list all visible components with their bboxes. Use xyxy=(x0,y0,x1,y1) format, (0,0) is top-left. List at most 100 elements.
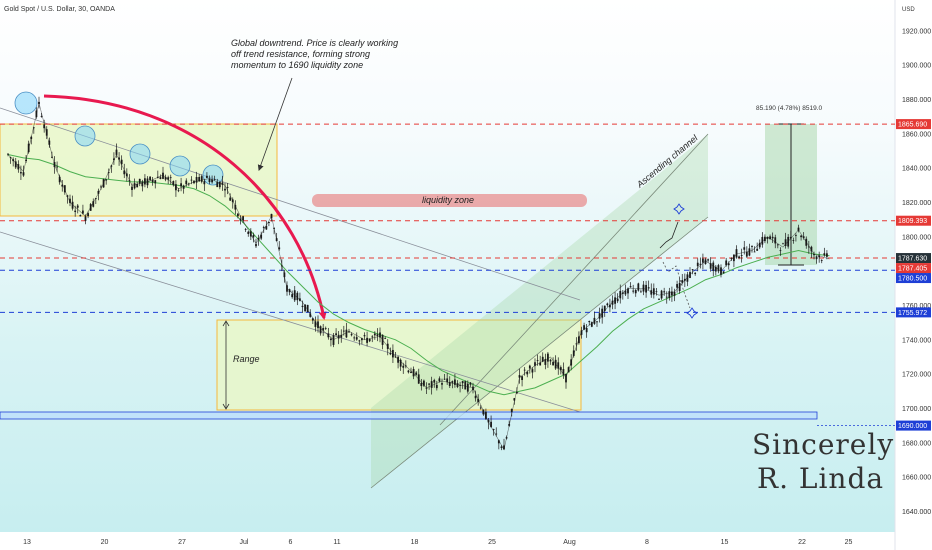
upper-zone xyxy=(0,123,278,217)
candle-body xyxy=(151,179,154,183)
candle-body xyxy=(497,440,500,444)
liquidity-1690-band xyxy=(0,411,818,420)
candle-body xyxy=(753,251,756,253)
candle-body xyxy=(637,283,640,291)
candle-body xyxy=(629,286,632,288)
candle-body xyxy=(528,365,531,369)
candle-body xyxy=(683,278,686,281)
x-tick-label: 20 xyxy=(101,539,109,546)
candle-body xyxy=(536,360,539,361)
candle-body xyxy=(609,304,611,308)
candle-body xyxy=(547,353,549,362)
chart-background xyxy=(0,0,895,532)
candle-body xyxy=(262,227,265,228)
global-note: Global downtrend. Price is clearly worki… xyxy=(231,38,398,70)
candle-body xyxy=(82,210,84,214)
candle-body xyxy=(7,153,9,155)
candle-body xyxy=(92,201,95,207)
x-tick-label: 15 xyxy=(721,539,729,546)
candle-body xyxy=(807,246,810,248)
candle-body xyxy=(441,383,443,385)
note-line: momentum to 1690 liquidity zone xyxy=(231,60,363,70)
candle-body xyxy=(314,321,317,327)
note-line: Global downtrend. Price is clearly worki… xyxy=(231,38,398,48)
candle-body xyxy=(430,381,433,388)
price-series xyxy=(7,96,830,451)
candle-body xyxy=(516,392,518,394)
candle-body xyxy=(658,299,660,300)
candle-body xyxy=(632,290,635,292)
candle-body xyxy=(645,284,647,293)
candle-body xyxy=(549,359,552,362)
candle-body xyxy=(278,247,281,250)
candle-body xyxy=(712,262,715,271)
candle-body xyxy=(399,359,402,367)
candle-body xyxy=(56,166,58,168)
candle-body xyxy=(177,190,180,192)
candle-body xyxy=(691,269,694,271)
candle-body xyxy=(309,313,312,317)
candle-body xyxy=(22,172,25,176)
candle-body xyxy=(557,362,560,369)
candle-body xyxy=(485,411,487,419)
candle-body xyxy=(244,229,247,230)
candle-body xyxy=(237,213,239,217)
candle-body xyxy=(335,333,337,335)
candle-body xyxy=(384,338,387,340)
candle-body xyxy=(490,421,492,427)
price-tag xyxy=(896,119,931,130)
candle-body xyxy=(725,260,728,266)
candle-body xyxy=(79,215,82,217)
candle-body xyxy=(616,298,619,302)
x-tick-label: 8 xyxy=(645,539,649,546)
y-tick-label: 1700.000 xyxy=(902,406,931,413)
candle-body xyxy=(503,445,505,450)
candle-body xyxy=(175,184,177,191)
candle-body xyxy=(766,236,769,239)
candle-body xyxy=(242,216,244,221)
candle-body xyxy=(149,176,151,181)
candle-body xyxy=(619,290,622,299)
candle-body xyxy=(87,213,89,217)
candle-body xyxy=(704,259,707,265)
candle-body xyxy=(169,177,172,179)
measure-label: 85.190 (4.78%) 8519.0 xyxy=(756,105,823,112)
range-label: Range xyxy=(233,354,260,364)
candle-body xyxy=(115,149,118,155)
candle-body xyxy=(681,280,684,283)
candle-body xyxy=(650,290,653,295)
y-tick-label: 1860.000 xyxy=(902,131,931,138)
range-arrow-top xyxy=(222,320,230,327)
candle-body xyxy=(521,376,523,381)
candle-body xyxy=(655,291,658,293)
candle-body xyxy=(438,378,441,382)
candle-body xyxy=(771,236,774,239)
candle-body xyxy=(211,179,213,183)
candle-body xyxy=(526,371,529,375)
candle-body xyxy=(487,419,490,423)
candle-body xyxy=(627,288,629,294)
candle-body xyxy=(510,409,513,413)
candle-body xyxy=(539,362,542,366)
candle-body xyxy=(565,373,567,383)
price-tag-label: 1809.393 xyxy=(898,218,927,225)
candle-body xyxy=(454,379,456,385)
candle-body xyxy=(138,178,141,184)
candle-body xyxy=(464,381,467,390)
currency-label: USD xyxy=(902,7,915,13)
candle-body xyxy=(234,204,237,210)
candle-body xyxy=(69,198,71,203)
candle-body xyxy=(826,253,828,257)
candle-body xyxy=(376,334,379,337)
candle-body xyxy=(366,337,368,343)
time-axis-background xyxy=(0,532,895,550)
candle-body xyxy=(45,129,48,136)
candle-body xyxy=(420,382,423,387)
price-tag xyxy=(896,215,931,226)
candle-body xyxy=(32,127,35,129)
chart-title: Gold Spot / U.S. Dollar, 30, OANDA xyxy=(4,6,115,13)
candle-body xyxy=(74,210,77,212)
y-tick-label: 1840.000 xyxy=(902,166,931,173)
candle-body xyxy=(296,292,299,301)
